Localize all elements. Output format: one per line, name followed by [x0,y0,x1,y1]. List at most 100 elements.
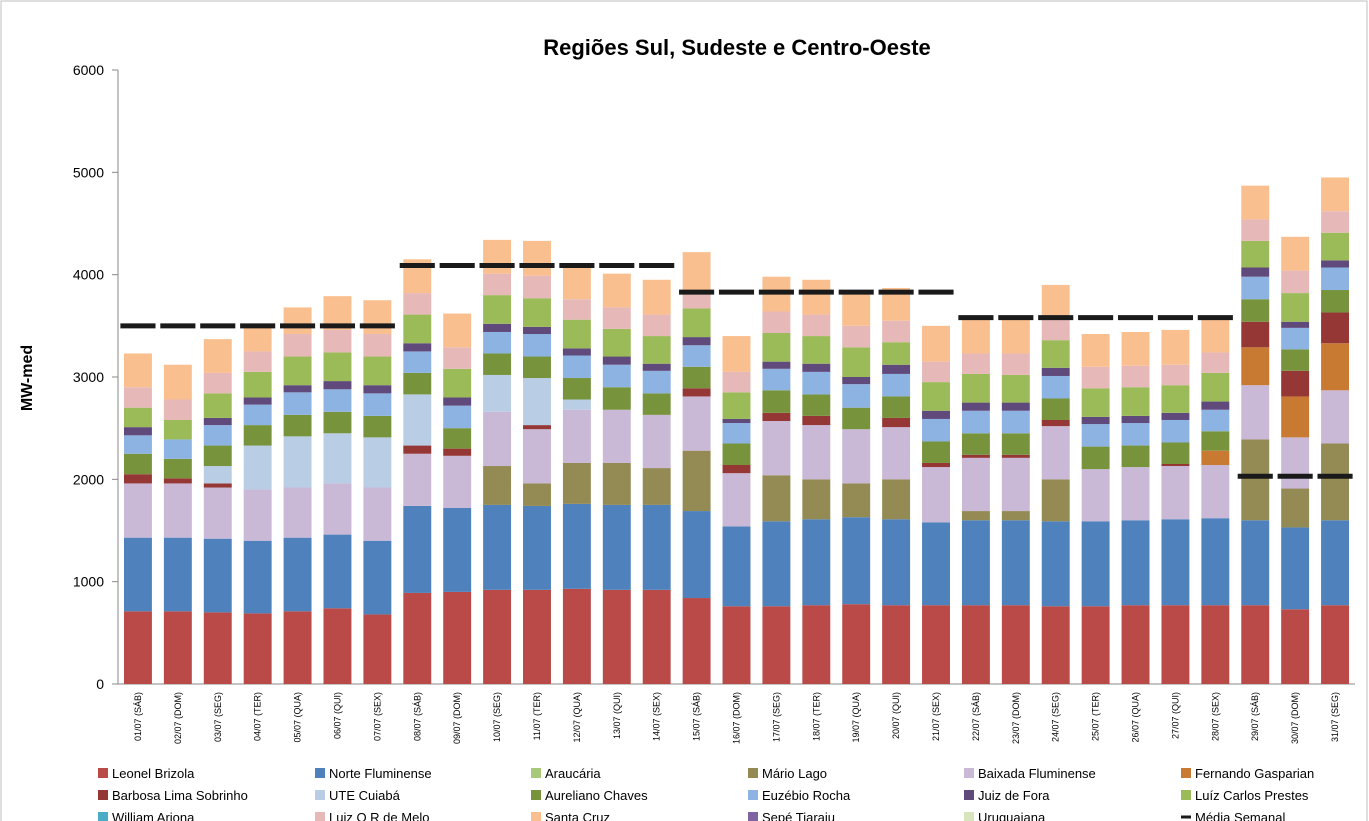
bar-segment [1241,520,1270,606]
bar-segment [762,390,791,413]
legend-item: UTE Cuiabá [315,788,401,803]
legend-label: Norte Fluminense [329,766,432,781]
bar-segment [762,421,791,476]
bar-segment [722,418,751,424]
bar-segment [961,605,990,684]
bar-segment [483,353,512,375]
x-tick-label: 30/07 (DOM) [1290,692,1300,744]
bar-segment [243,613,272,684]
bar-segment [562,299,591,320]
bar-segment [882,364,911,374]
bar-segment [363,334,392,357]
bar-segment [1081,469,1110,522]
bar-segment [682,450,711,512]
legend-label: Baixada Fluminense [978,766,1096,781]
bar-segment [1161,605,1190,684]
bar-segment [1041,521,1070,607]
legend-swatch [531,812,541,821]
bar-segment [1121,387,1150,416]
bar-segment [403,505,432,593]
legend-label: Aureliano Chaves [545,788,648,803]
legend-label: Fernando Gasparian [1195,766,1314,781]
bar-segment [1281,293,1310,322]
x-tick-label: 01/07 (SÁB) [133,692,143,741]
bar-segment [1121,605,1150,684]
x-tick-label: 17/07 (SEG) [771,692,781,742]
x-tick-label: 26/07 (QUA) [1131,692,1141,743]
bar-segment [483,273,512,296]
bar-segment [443,397,472,406]
legend-item: Barbosa Lima Sobrinho [98,788,248,803]
bar-segment [1161,442,1190,464]
x-tick-label: 10/07 (SEG) [492,692,502,742]
legend-swatch [531,768,541,778]
bar-segment [1081,606,1110,684]
bar-segment [922,325,950,362]
bar-segment [682,366,711,389]
bar-segment [642,414,671,469]
bar-segment [762,475,791,522]
bar-segment [1281,370,1310,397]
bar-segment [1081,388,1110,417]
bar-segment [722,443,751,466]
bar-segment [1241,347,1270,386]
bar-segment [1281,437,1310,489]
bar-segment [243,404,272,426]
bar-segment [523,378,551,426]
bar-segment [1241,605,1270,684]
bar-segment [562,348,591,356]
bar-segment [762,311,791,333]
bar-segment [602,356,631,365]
x-tick-label: 05/07 (QUA) [293,692,303,743]
bar-segment [722,423,751,444]
bar-segment [762,361,791,369]
bar-segment [842,429,871,484]
bar-segment [882,417,911,428]
bar-segment [961,373,990,403]
bar-segment [403,314,432,344]
bar-segment [1161,466,1190,520]
bar-segment [882,519,911,606]
x-tick-label: 27/07 (QUI) [1170,692,1180,739]
bar-segment [602,409,631,463]
bar-segment [682,308,711,338]
bar-segment [1241,321,1270,348]
bar-segment [882,479,911,520]
bar-segment [1281,321,1310,328]
bar-segment [682,292,711,309]
bar-segment [323,329,352,353]
bar-segment [283,537,312,612]
bar-segment [961,318,990,354]
bar-segment [243,445,272,490]
bar-segment [842,517,871,605]
legend-label: Sepé Tiaraju [762,810,835,821]
bar-segment [682,396,711,451]
bar-segment [842,407,871,430]
bar-segment [203,339,232,373]
bar-segment [203,538,232,613]
x-tick-label: 16/07 (DOM) [732,692,742,744]
bar-segment [722,392,751,419]
bar-segment [762,332,791,362]
bar-segment [123,435,152,454]
legend-swatch [98,790,108,800]
bar-segment [642,468,671,505]
legend-item: Aureliano Chaves [531,788,648,803]
bar-segment [243,540,272,614]
bar-segment [682,345,711,367]
bar-segment [722,473,751,527]
bar-segment [842,384,871,408]
bar-segment [403,445,432,454]
bar-segment [1241,219,1270,241]
bar-segment [1081,334,1110,367]
x-tick-label: 31/07 (SEG) [1330,692,1340,742]
bar-segment [802,363,831,372]
bar-segment [1201,372,1230,402]
bar-segment [323,389,352,412]
bar-segment [1281,488,1310,528]
bar-segment [842,483,871,518]
x-tick-label: 04/07 (TER) [253,692,263,741]
bar-segment [443,448,472,456]
legend-item: Santa Cruz [531,810,610,821]
legend-swatch [964,812,974,821]
